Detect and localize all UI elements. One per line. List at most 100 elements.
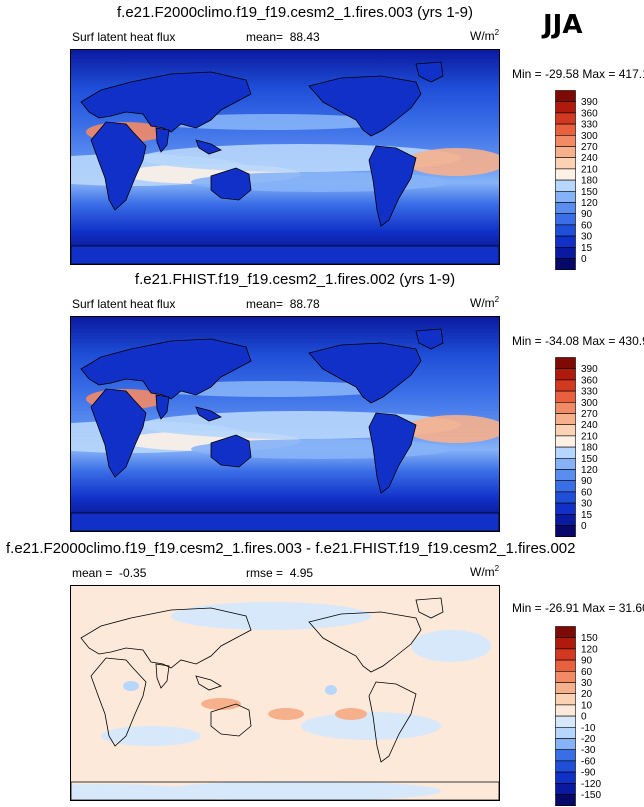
landmass [195, 406, 222, 422]
colorbar-tick-label: 360 [581, 375, 598, 386]
landmass [155, 127, 170, 153]
colorbar-box [555, 469, 576, 481]
colorbar-tick-label: 390 [581, 364, 598, 375]
colorbar-box [555, 491, 576, 504]
colorbar-box [555, 401, 576, 414]
colorbar-tick-label: 20 [581, 689, 593, 700]
panel3-mean: mean = -0.35 [72, 566, 147, 580]
colorbar-box [555, 168, 576, 181]
colorbar-box [555, 626, 576, 638]
colorbar-tick-label: 300 [581, 131, 598, 142]
colorbar-tick-label: 300 [581, 398, 598, 409]
colorbar-tick-label: 15 [581, 510, 593, 521]
colorbar-tick-label: 240 [581, 420, 598, 431]
colorbar-box [555, 771, 576, 784]
panel1-map [70, 49, 500, 265]
coastline [368, 681, 417, 763]
panel2-title: f.e21.FHIST.f19_f19.cesm2_1.fires.002 (y… [134, 271, 456, 288]
colorbar-box [555, 637, 576, 650]
panel3-units: W/m2 [470, 564, 500, 579]
panel3-colorbar: 150 120 90 60 30 20 10 0 -10 -20 -30 -60 -90 -120 -150 [555, 626, 625, 807]
colorbar-tick-label: -10 [581, 723, 596, 734]
colorbar-tick-label: 0 [581, 254, 587, 265]
landmass [71, 512, 499, 531]
colorbar-tick-label: 210 [581, 431, 598, 442]
colorbar-tick-label: -30 [581, 745, 596, 756]
colorbar-box [555, 659, 576, 672]
colorbar-tick-label: 30 [581, 678, 593, 689]
colorbar-tick-label: 30 [581, 232, 593, 243]
colorbar-box [555, 146, 576, 158]
panel2-mean: mean= 88.78 [246, 297, 320, 311]
colorbar-box [555, 213, 576, 226]
landmass [368, 145, 417, 227]
panel3-minmax: Min = -26.91 Max = 31.60 [512, 601, 644, 615]
colorbar-box [555, 514, 576, 526]
coastline [90, 657, 147, 747]
landmass [80, 338, 252, 400]
panel2-variable: Surf latent heat flux [72, 297, 176, 311]
colorbar-box [555, 379, 576, 392]
coastline [308, 611, 422, 673]
coastline [80, 607, 252, 669]
colorbar-tick-label: 120 [581, 644, 598, 655]
colorbar-box [555, 458, 576, 470]
colorbar-box [555, 90, 576, 102]
colorbar-box [555, 446, 576, 459]
coastline [71, 781, 499, 800]
colorbar-box [555, 682, 576, 694]
map-svg [71, 50, 499, 264]
colorbar-box [555, 413, 576, 425]
diff-anomaly [171, 602, 371, 630]
panel1-units: W/m2 [470, 28, 500, 43]
colorbar-tick-label: -90 [581, 768, 596, 779]
landmass [80, 71, 252, 133]
colorbar-box [555, 247, 576, 259]
colorbar-tick-label: 210 [581, 164, 598, 175]
colorbar-tick-label: 150 [581, 633, 598, 644]
colorbar-tick-label: 90 [581, 656, 593, 667]
landmass [71, 245, 499, 264]
diff-anomaly [268, 708, 304, 720]
landmass [308, 342, 422, 404]
colorbar-tick-label: 150 [581, 187, 598, 198]
landmass [195, 139, 222, 155]
colorbar-tick-label: 120 [581, 465, 598, 476]
colorbar-tick-label: 10 [581, 700, 593, 711]
colorbar-box [555, 424, 576, 437]
colorbar-tick-label: 180 [581, 443, 598, 454]
coastline [195, 675, 222, 691]
colorbar-box [555, 368, 576, 381]
colorbar-tick-label: 60 [581, 487, 593, 498]
colorbar-box [555, 783, 576, 795]
landmass [155, 394, 170, 420]
colorbar-box [555, 191, 576, 203]
colorbar-box [555, 157, 576, 170]
landmass [90, 121, 147, 211]
colorbar-box [555, 704, 576, 717]
diff-anomaly [201, 698, 241, 710]
diff-anomaly [101, 726, 201, 746]
colorbar-tick-label: -20 [581, 734, 596, 745]
panel2-units: W/m2 [470, 295, 500, 310]
colorbar-tick-label: 270 [581, 142, 598, 153]
colorbar-box [555, 693, 576, 706]
colorbar-tick-label: 0 [581, 521, 587, 532]
coastline [155, 663, 170, 689]
colorbar-box [555, 749, 576, 762]
colorbar-tick-label: 30 [581, 499, 593, 510]
landmass [308, 75, 422, 137]
colorbar-tick-label: 240 [581, 153, 598, 164]
colorbar-tick-label: -120 [581, 779, 601, 790]
colorbar-tick-label: 60 [581, 667, 593, 678]
landmass [368, 412, 417, 494]
map-svg [71, 317, 499, 531]
colorbar-box [555, 648, 576, 661]
panel1-colorbar: 390 360 330 300 270 240 210 180 150 120 90 60 30 15 0 [555, 90, 625, 271]
diff-anomaly [335, 708, 367, 720]
diff-anomaly [161, 781, 441, 800]
colorbar-tick-label: 270 [581, 409, 598, 420]
landmass [415, 61, 444, 83]
season-label: JJA [543, 10, 583, 40]
